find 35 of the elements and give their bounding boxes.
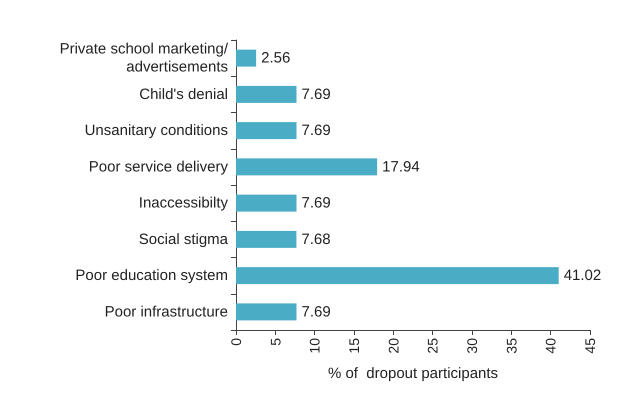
x-tick-label: 10 <box>306 338 323 354</box>
data-label: 41.02 <box>564 267 602 284</box>
x-tick-label: 35 <box>503 338 520 354</box>
bar <box>236 303 296 320</box>
bar <box>236 267 559 284</box>
data-label: 2.56 <box>261 50 290 67</box>
x-tick-label: 5 <box>267 338 284 346</box>
data-label: 7.69 <box>301 303 331 320</box>
data-label: 7.69 <box>301 122 331 140</box>
x-tick-label: 30 <box>464 338 480 354</box>
y-tick-label: Poor infrastructure <box>104 303 228 320</box>
y-tick-label: Unsanitary conditions <box>84 122 228 140</box>
x-tick-label: 15 <box>346 338 362 354</box>
x-tick-label: 20 <box>385 338 402 354</box>
bar <box>236 122 296 140</box>
y-tick-label: Social stigma <box>138 230 229 248</box>
x-axis-title: % of dropout participants <box>328 365 498 382</box>
y-tick-label: Poor service delivery <box>88 158 228 176</box>
x-tick-label: 45 <box>582 338 598 354</box>
bar <box>236 194 296 212</box>
y-tick-label: Inaccessibilty <box>138 194 228 212</box>
data-label: 7.69 <box>301 86 331 103</box>
bar <box>236 86 296 103</box>
y-tick-label: Child's denial <box>139 86 228 103</box>
data-label: 7.69 <box>301 194 331 212</box>
x-tick-label: 0 <box>228 338 244 346</box>
bar <box>236 230 296 248</box>
x-tick-label: 25 <box>424 338 441 354</box>
bar <box>236 158 378 176</box>
x-tick-label: 40 <box>542 338 559 354</box>
bar <box>236 50 256 67</box>
data-label: 7.68 <box>301 230 331 248</box>
y-tick-label: Poor education system <box>75 267 228 284</box>
y-tick-label: Private school marketing/advertisements <box>60 40 229 76</box>
data-label: 17.94 <box>382 158 420 176</box>
